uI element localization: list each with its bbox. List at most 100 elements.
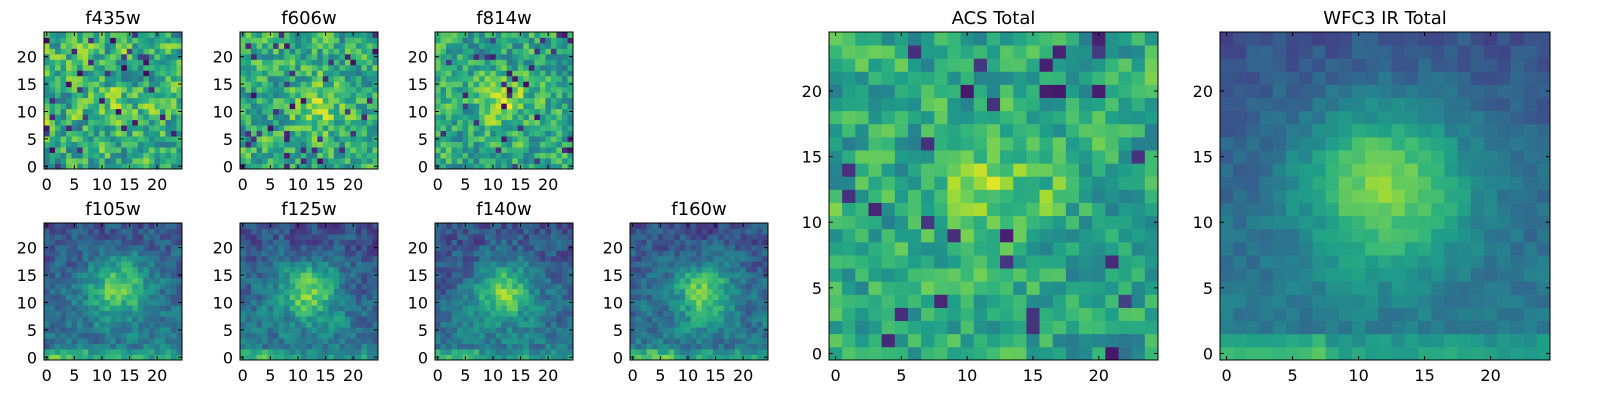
heatmap-cell [696,266,703,273]
heatmap-cell [446,70,452,77]
heatmap-cell [333,354,340,361]
heatmap-cell [267,349,274,355]
heatmap-cell [361,119,368,126]
heatmap-cell [328,119,335,126]
heatmap-cell [652,338,658,344]
heatmap-cell [355,272,362,279]
heatmap-cell [355,266,362,273]
heatmap-cell [1052,320,1067,335]
heatmap-cell [322,288,329,295]
heatmap-cell [55,327,61,333]
heatmap-cell [668,321,675,328]
heatmap-cell [71,86,78,93]
heatmap-cell [1092,176,1106,190]
heatmap-cell [668,294,675,301]
heatmap-cell [479,108,486,115]
heatmap-cell [93,310,100,317]
heatmap-cell [1026,163,1040,177]
heatmap-cell [490,125,497,132]
heatmap-cell [121,338,128,344]
heatmap-cell [457,332,463,339]
heatmap-cell [328,163,335,170]
heatmap-cell [1065,333,1080,348]
heatmap-cell [440,59,447,66]
heatmap-cell [251,266,257,273]
heatmap-cell [143,294,150,301]
heatmap-cell [289,299,296,306]
heatmap-cell [567,152,574,159]
heatmap-cell [1079,163,1093,177]
heatmap-cell [284,250,291,257]
heatmap-cell [322,239,329,246]
heatmap-cell [132,114,139,121]
heatmap-cell [740,272,747,279]
heatmap-cell [567,92,574,99]
heatmap-cell [718,233,725,240]
heatmap-cell [668,239,675,246]
heatmap-cell [333,244,340,251]
heatmap-cell [339,261,346,268]
heatmap-cell [306,354,313,361]
heatmap-cell [517,332,524,339]
heatmap-cell [696,294,703,301]
heatmap-cell [881,320,896,335]
heatmap-cell [154,53,161,60]
heatmap-cell [690,288,697,295]
heatmap-cell [60,75,67,82]
heatmap-cell [462,158,469,164]
heatmap-cell [121,266,128,273]
heatmap-cell [479,244,486,251]
heatmap-cell [170,310,177,317]
heatmap-cell [361,125,368,132]
heatmap-cell [317,130,324,137]
heatmap-cell [435,75,441,82]
heatmap-cell [273,261,280,268]
heatmap-cell [284,261,291,268]
heatmap-cell [734,316,741,323]
heatmap-cell [495,152,502,159]
heatmap-cell [495,316,502,323]
heatmap-cell [165,277,172,284]
heatmap-cell [517,239,524,246]
heatmap-cell [77,288,84,295]
heatmap-cell [126,321,133,328]
heatmap-cell [756,288,763,295]
heatmap-cell [88,163,95,170]
heatmap-cell [311,233,318,240]
heatmap-cell [534,294,541,301]
heatmap-cell [1065,307,1080,322]
heatmap-cell [868,189,883,203]
heatmap-cell [300,108,307,115]
heatmap-cell [245,283,252,290]
heatmap-cell [372,266,379,273]
heatmap-cell [300,250,307,257]
heatmap-cell [701,321,708,328]
heatmap-cell [495,158,502,164]
heatmap-cell [545,228,552,235]
heatmap-cell [110,338,117,344]
heatmap-cell [344,97,351,104]
heatmap-cell [512,255,519,262]
heatmap-cell [545,141,552,148]
heatmap-cell [273,70,280,77]
heatmap-cell [159,239,166,246]
heatmap-cell [685,250,692,257]
heatmap-cell [468,261,475,268]
heatmap-cell [723,294,730,301]
heatmap-cell [77,261,84,268]
heatmap-cell [328,81,335,88]
heatmap-cell [317,299,324,306]
heatmap-cell [104,108,111,115]
heatmap-cell [245,277,252,284]
heatmap-cell [435,266,441,273]
heatmap-cell [170,321,177,328]
heatmap-cell [115,92,122,99]
heatmap-cell [317,59,324,66]
heatmap-cell [350,239,357,246]
heatmap-cell [132,92,139,99]
heatmap-cell [440,92,447,99]
heatmap-cell [973,294,988,308]
heatmap-cell [556,75,563,82]
heatmap-cell [99,92,106,99]
heatmap-cell [1118,202,1133,217]
